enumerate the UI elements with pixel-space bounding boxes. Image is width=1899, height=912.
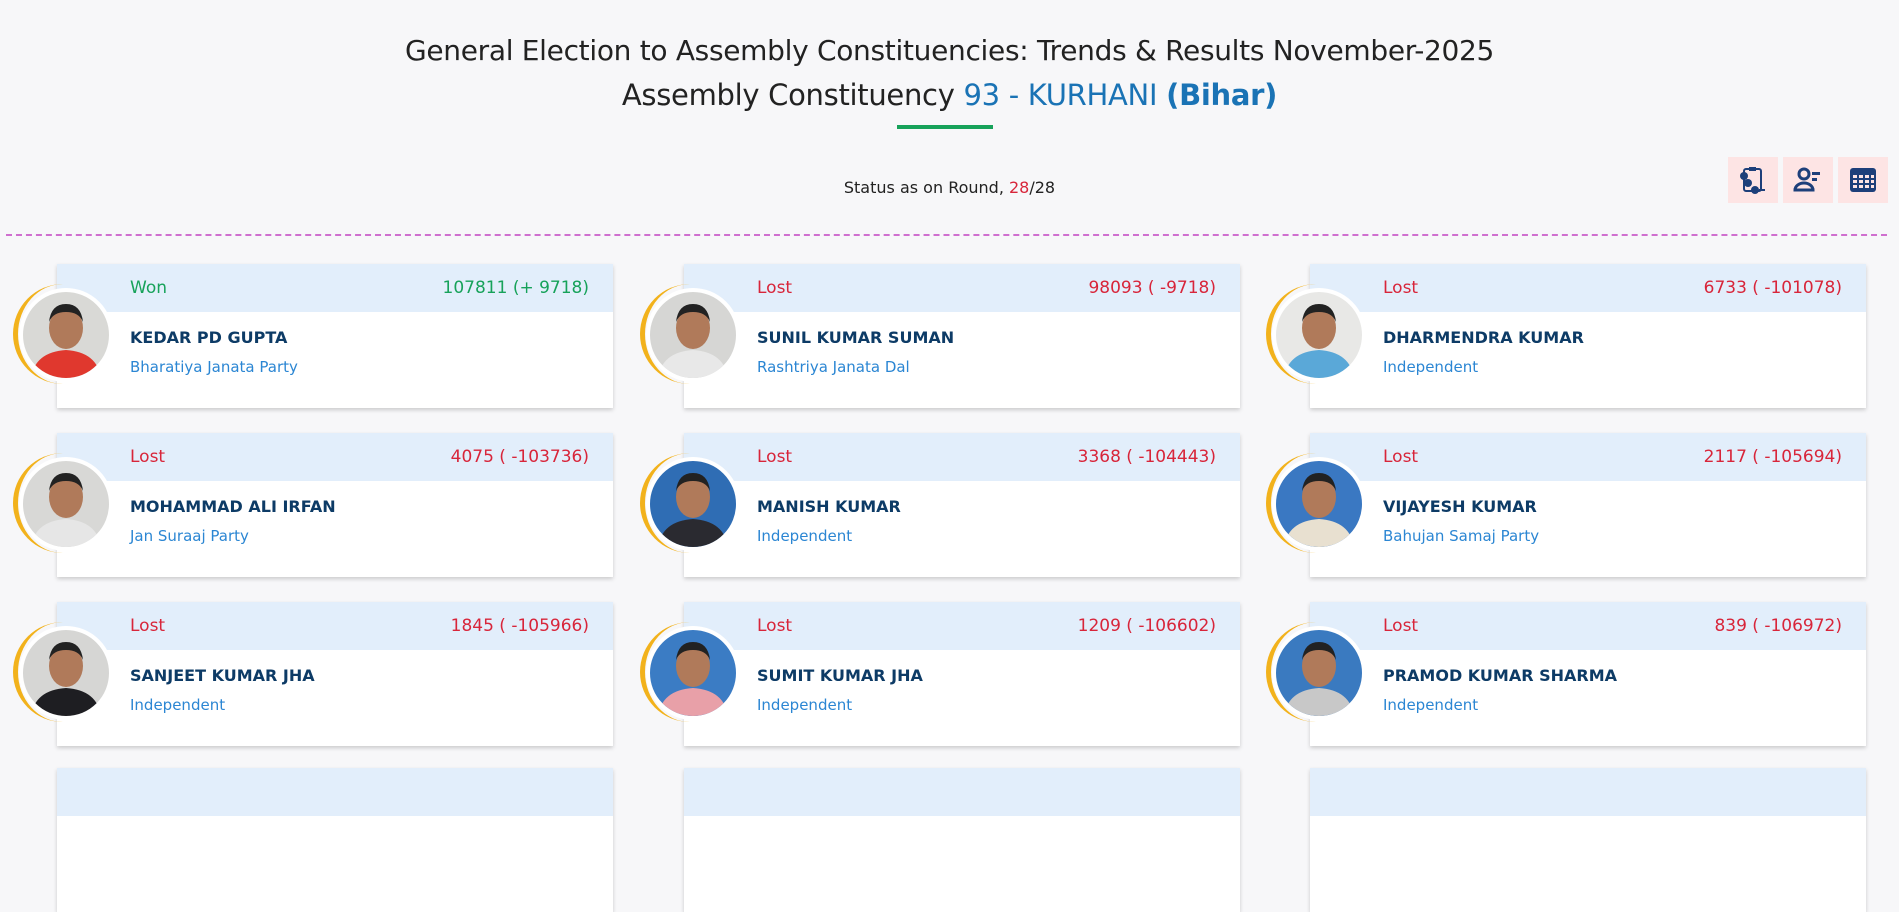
card-header: Lost 6733 ( -101078) <box>1310 264 1866 312</box>
card-header: Lost 1845 ( -105966) <box>57 602 613 650</box>
status-label: Status as on Round, <box>843 178 1004 197</box>
candidate-photo <box>1284 304 1354 378</box>
party-name: Rashtriya Janata Dal <box>757 358 910 376</box>
result-status: Lost <box>1383 447 1419 467</box>
candidate-name[interactable]: SANJEET KUMAR JHA <box>130 666 315 685</box>
result-status: Lost <box>130 447 166 467</box>
avatar <box>13 453 113 553</box>
candidate-photo <box>31 473 101 547</box>
party-name: Independent <box>757 527 853 545</box>
total-rounds: 28 <box>1034 178 1056 197</box>
ac-name: 93 - KURHANI <box>963 78 1158 112</box>
candidate-name[interactable]: KEDAR PD GUPTA <box>130 328 288 347</box>
candidate-name[interactable]: VIJAYESH KUMAR <box>1383 497 1537 516</box>
candidate-card[interactable]: Lost 6733 ( -101078) DHARMENDRA KUMAR Ind… <box>1266 264 1866 408</box>
candidate-photo <box>658 642 728 716</box>
candidate-photo <box>658 304 728 378</box>
round-status: Status as on Round, 28/28 <box>0 178 1899 197</box>
party-name: Independent <box>1383 696 1479 714</box>
avatar <box>1266 284 1366 384</box>
candidate-card-partial <box>684 768 1240 912</box>
candidate-card[interactable]: Lost 4075 ( -103736) MOHAMMAD ALI IRFAN J… <box>13 433 613 577</box>
table-grid-icon <box>1850 168 1876 192</box>
candidate-photo <box>31 642 101 716</box>
avatar <box>13 622 113 722</box>
vote-count: 1845 ( -105966) <box>450 616 589 636</box>
avatar <box>13 284 113 384</box>
card-header: Lost 839 ( -106972) <box>1310 602 1866 650</box>
party-name: Jan Suraaj Party <box>130 527 249 545</box>
candidate-photo <box>31 304 101 378</box>
candidate-photo <box>1284 642 1354 716</box>
candidate-card[interactable]: Lost 1209 ( -106602) SUMIT KUMAR JHA Inde… <box>640 602 1240 746</box>
result-status: Lost <box>1383 616 1419 636</box>
round-sep: / <box>1029 178 1035 197</box>
candidate-card[interactable]: Lost 2117 ( -105694) VIJAYESH KUMAR Bahuj… <box>1266 433 1866 577</box>
vote-count: 98093 ( -9718) <box>1088 278 1216 298</box>
party-name: Bharatiya Janata Party <box>130 358 298 376</box>
card-header: Lost 4075 ( -103736) <box>57 433 613 481</box>
vote-count: 1209 ( -106602) <box>1077 616 1216 636</box>
user-list-icon <box>1793 167 1820 192</box>
candidate-photo <box>658 473 728 547</box>
avatar <box>1266 622 1366 722</box>
candidate-name[interactable]: MOHAMMAD ALI IRFAN <box>130 497 336 516</box>
candidate-name[interactable]: MANISH KUMAR <box>757 497 901 516</box>
result-status: Lost <box>757 447 793 467</box>
table-view-button[interactable] <box>1838 157 1888 203</box>
result-status: Won <box>130 278 167 298</box>
candidate-photo <box>1284 473 1354 547</box>
divider <box>6 234 1887 236</box>
candidate-name[interactable]: SUMIT KUMAR JHA <box>757 666 923 685</box>
result-status: Lost <box>757 278 793 298</box>
avatar <box>1266 453 1366 553</box>
vote-count: 4075 ( -103736) <box>450 447 589 467</box>
party-name: Independent <box>1383 358 1479 376</box>
current-round: 28 <box>1009 178 1030 197</box>
card-header: Won 107811 (+ 9718) <box>57 264 613 312</box>
result-status: Lost <box>757 616 793 636</box>
candidate-name[interactable]: PRAMOD KUMAR SHARMA <box>1383 666 1618 685</box>
clipboard-list-icon <box>1740 167 1765 194</box>
candidate-card[interactable]: Lost 3368 ( -104443) MANISH KUMAR Indepen… <box>640 433 1240 577</box>
clipboard-list-button[interactable] <box>1728 157 1778 203</box>
candidate-card[interactable]: Lost 839 ( -106972) PRAMOD KUMAR SHARMA I… <box>1266 602 1866 746</box>
party-name: Independent <box>757 696 853 714</box>
candidate-name[interactable]: DHARMENDRA KUMAR <box>1383 328 1584 347</box>
card-header: Lost 3368 ( -104443) <box>684 433 1240 481</box>
vote-count: 6733 ( -101078) <box>1703 278 1842 298</box>
avatar <box>640 622 740 722</box>
ac-prefix: Assembly Constituency <box>621 78 955 112</box>
card-header: Lost 2117 ( -105694) <box>1310 433 1866 481</box>
card-header: Lost 98093 ( -9718) <box>684 264 1240 312</box>
candidate-list-button[interactable] <box>1783 157 1833 203</box>
result-status: Lost <box>1383 278 1419 298</box>
vote-count: 2117 ( -105694) <box>1703 447 1842 467</box>
candidate-card-partial <box>57 768 613 912</box>
party-name: Independent <box>130 696 226 714</box>
state-name: (Bihar) <box>1166 78 1278 112</box>
vote-count: 107811 (+ 9718) <box>442 278 589 298</box>
vote-count: 839 ( -106972) <box>1714 616 1842 636</box>
candidate-name[interactable]: SUNIL KUMAR SUMAN <box>757 328 955 347</box>
candidate-card[interactable]: Lost 98093 ( -9718) SUNIL KUMAR SUMAN Ras… <box>640 264 1240 408</box>
avatar <box>640 284 740 384</box>
party-name: Bahujan Samaj Party <box>1383 527 1540 545</box>
title-underline <box>897 125 993 129</box>
vote-count: 3368 ( -104443) <box>1077 447 1216 467</box>
card-header: Lost 1209 ( -106602) <box>684 602 1240 650</box>
candidate-card[interactable]: Won 107811 (+ 9718) KEDAR PD GUPTA Bharat… <box>13 264 613 408</box>
constituency-title: Assembly Constituency 93 - KURHANI (Biha… <box>0 78 1899 112</box>
avatar <box>640 453 740 553</box>
result-status: Lost <box>130 616 166 636</box>
candidate-card-partial <box>1310 768 1866 912</box>
candidate-card[interactable]: Lost 1845 ( -105966) SANJEET KUMAR JHA In… <box>13 602 613 746</box>
page-title: General Election to Assembly Constituenc… <box>404 34 1495 67</box>
